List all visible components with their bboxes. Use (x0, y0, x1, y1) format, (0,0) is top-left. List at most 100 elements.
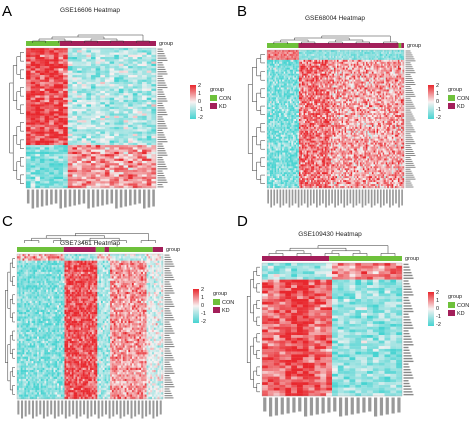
heatmap-cell (314, 55, 316, 59)
heatmap-cell (100, 52, 106, 55)
heatmap-cell (109, 52, 115, 55)
heatmap-cell (303, 107, 306, 110)
heatmap-cell (312, 50, 315, 53)
heatmap-cell (343, 50, 345, 53)
heatmap-cell (128, 118, 133, 121)
heatmap-cell (341, 101, 344, 104)
heatmap-cell (151, 127, 157, 130)
heatmap-cell (114, 118, 119, 121)
heatmap-cell (63, 84, 68, 87)
heatmap-cell (349, 107, 351, 110)
heatmap-cell (400, 101, 403, 104)
heatmap-cell (53, 156, 59, 159)
heatmap-cell (44, 120, 50, 123)
heatmap-cell (282, 81, 284, 84)
heatmap-cell (58, 151, 64, 155)
heatmap-cell (327, 111, 330, 114)
heatmap-cell (280, 113, 283, 116)
heatmap-cell (137, 93, 143, 96)
heatmap-cell (332, 77, 335, 80)
heatmap-cell (399, 51, 402, 55)
heatmap-cell (63, 174, 68, 177)
heatmap-cell (128, 77, 133, 80)
heatmap-cell (39, 165, 45, 168)
heatmap-cell (317, 63, 319, 66)
heatmap-cell (361, 109, 364, 112)
heatmap-cell (353, 89, 356, 92)
heatmap-cell (298, 71, 301, 74)
heatmap-cell (30, 93, 36, 96)
heatmap-cell (333, 50, 336, 53)
heatmap-cell (81, 61, 87, 64)
heatmap-cell (355, 103, 357, 106)
heatmap-cell (39, 124, 45, 128)
heatmap-cell (30, 52, 36, 55)
heatmap-cell (352, 79, 354, 82)
heatmap-cell (58, 115, 64, 119)
heatmap-cell (343, 101, 345, 104)
row-label-mark (157, 93, 165, 95)
heatmap-cell (53, 129, 59, 132)
heatmap-cell (399, 87, 402, 90)
heatmap-cell (277, 55, 280, 59)
heatmap-cell (146, 145, 152, 148)
heatmap-cell (128, 151, 133, 155)
heatmap-cell (312, 53, 315, 57)
heatmap-cell (39, 50, 45, 53)
heatmap-cell (274, 87, 277, 90)
heatmap-cell (39, 75, 45, 78)
heatmap-cell (308, 113, 310, 116)
heatmap-cell (399, 83, 402, 86)
heatmap-cell (280, 117, 283, 120)
heatmap-cell (277, 51, 280, 55)
heatmap-cell (397, 103, 400, 106)
heatmap-cell (376, 115, 379, 118)
heatmap-cell (326, 77, 329, 80)
heatmap-cell (312, 115, 315, 118)
heatmap-cell (394, 115, 397, 118)
heatmap-cell (128, 160, 133, 164)
heatmap-cell (276, 93, 278, 96)
heatmap-cell (361, 117, 364, 120)
heatmap-cell (63, 77, 68, 80)
heatmap-cell (329, 117, 332, 120)
heatmap-cell (291, 77, 294, 80)
heatmap-cell (311, 67, 313, 70)
heatmap-cell (372, 75, 374, 78)
heatmap-cell (270, 63, 272, 66)
heatmap-cell (53, 57, 59, 60)
heatmap-cell (402, 73, 405, 76)
heatmap-cell (365, 109, 368, 112)
heatmap-cell (63, 176, 68, 180)
heatmap-cell (77, 154, 82, 157)
heatmap-cell (151, 48, 157, 51)
heatmap-cell (49, 158, 54, 162)
heatmap-cell (397, 83, 400, 86)
heatmap-cell (346, 67, 348, 70)
heatmap-cell (341, 81, 344, 84)
heatmap-cell (295, 95, 298, 98)
heatmap-cell (267, 71, 269, 74)
heatmap-cell (356, 115, 359, 118)
heatmap-cell (100, 88, 106, 92)
heatmap-cell (393, 109, 396, 112)
heatmap-cell (35, 111, 41, 114)
heatmap-cell (128, 61, 133, 64)
heatmap-cell (400, 53, 403, 57)
heatmap-cell (77, 124, 82, 128)
heatmap-cell (282, 117, 284, 120)
heatmap-cell (277, 87, 280, 90)
heatmap-cell (372, 65, 374, 68)
heatmap-title: GSE68004 Heatmap (305, 15, 365, 22)
heatmap-cell (379, 105, 382, 108)
heatmap-cell (320, 93, 322, 96)
heatmap-cell (95, 160, 101, 164)
heatmap-cell (373, 73, 376, 76)
heatmap-cell (286, 67, 289, 70)
heatmap-cell (391, 73, 394, 76)
heatmap-cell (26, 93, 31, 96)
heatmap-cell (330, 83, 333, 86)
heatmap-cell (67, 185, 73, 189)
heatmap-cell (338, 61, 341, 64)
heatmap-cell (364, 89, 367, 92)
